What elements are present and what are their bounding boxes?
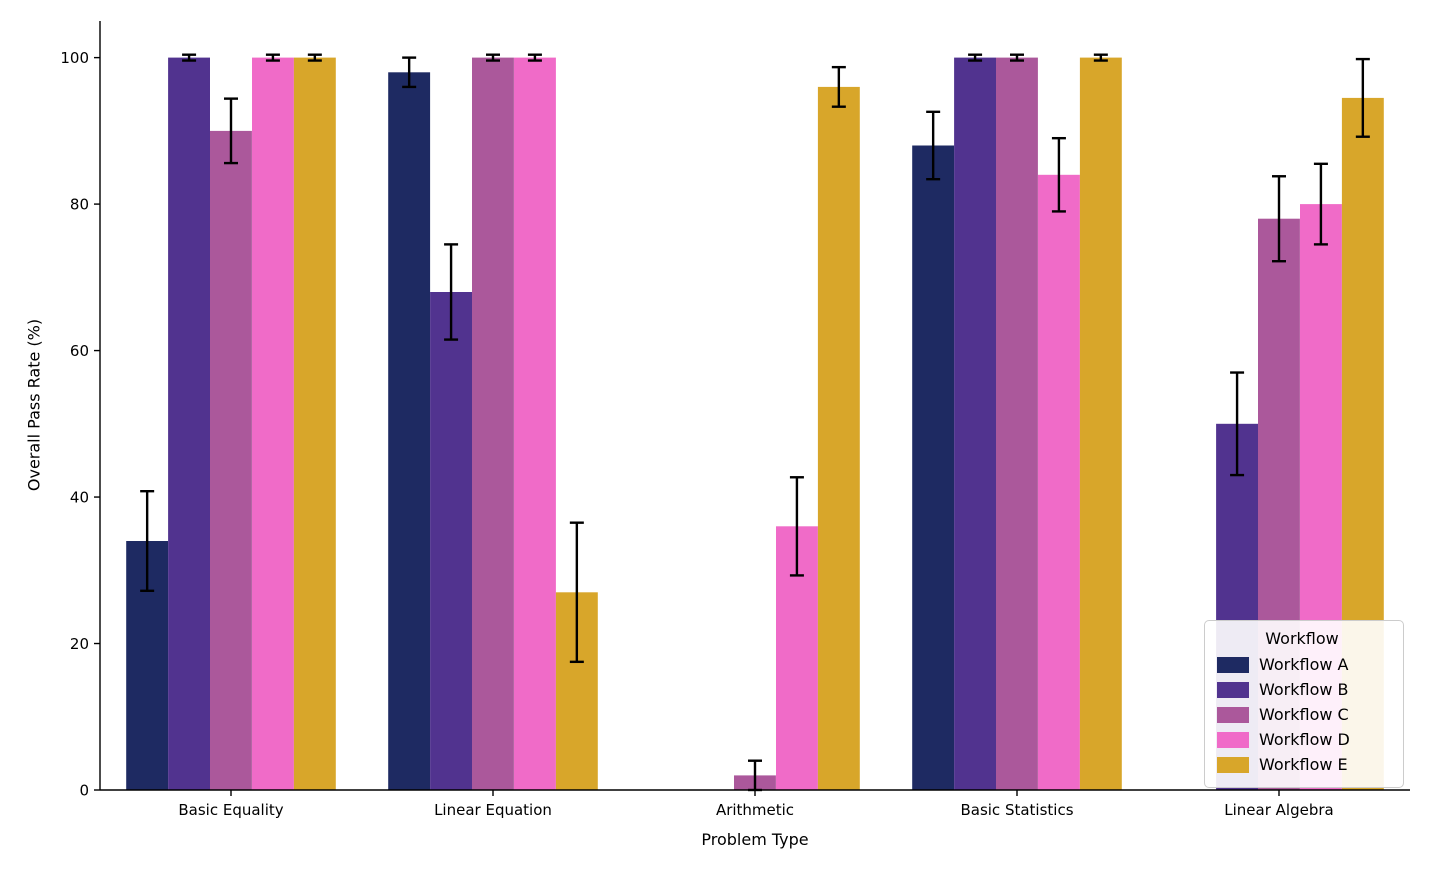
y-axis-label: Overall Pass Rate (%) xyxy=(24,318,44,492)
legend-item-label: Workflow D xyxy=(1259,730,1350,749)
y-tick-label: 100 xyxy=(60,49,89,67)
y-tick-label: 0 xyxy=(79,782,89,800)
bar xyxy=(388,72,431,791)
bar xyxy=(912,145,955,790)
legend-item-label: Workflow A xyxy=(1259,655,1349,674)
legend-item: Workflow C xyxy=(1217,702,1387,727)
bar xyxy=(514,57,556,791)
legend-swatch xyxy=(1217,731,1249,748)
x-tick-label: Basic Statistics xyxy=(960,801,1073,819)
legend-item: Workflow E xyxy=(1217,752,1387,777)
bar xyxy=(996,57,1038,791)
x-axis-label: Problem Type xyxy=(701,830,809,849)
bar xyxy=(1038,174,1080,791)
bar xyxy=(252,57,294,791)
bar xyxy=(168,57,210,791)
bar xyxy=(1079,57,1122,791)
bar xyxy=(210,130,252,790)
x-tick-label: Basic Equality xyxy=(178,801,283,819)
legend-items: Workflow A Workflow B Workflow C Workflow D… xyxy=(1217,652,1387,777)
legend-item-label: Workflow E xyxy=(1259,755,1348,774)
bar xyxy=(472,57,514,791)
legend-swatch xyxy=(1217,681,1249,698)
bar xyxy=(817,86,860,790)
legend-item: Workflow D xyxy=(1217,727,1387,752)
legend-item-label: Workflow B xyxy=(1259,680,1349,699)
legend-swatch xyxy=(1217,656,1249,673)
legend-item-label: Workflow C xyxy=(1259,705,1349,724)
y-tick-label: 80 xyxy=(70,196,89,214)
bar xyxy=(430,292,472,790)
legend-swatch xyxy=(1217,706,1249,723)
bar xyxy=(954,57,996,791)
legend-item: Workflow A xyxy=(1217,652,1387,677)
y-tick-label: 60 xyxy=(70,342,89,360)
legend-item: Workflow B xyxy=(1217,677,1387,702)
bar xyxy=(293,57,336,791)
y-tick-label: 20 xyxy=(70,635,89,653)
legend-swatch xyxy=(1217,756,1249,773)
y-tick-label: 40 xyxy=(70,489,89,507)
x-tick-label: Linear Algebra xyxy=(1224,801,1333,819)
x-tick-label: Linear Equation xyxy=(434,801,552,819)
legend-title: Workflow xyxy=(1265,629,1339,648)
x-tick-label: Arithmetic xyxy=(716,801,794,819)
